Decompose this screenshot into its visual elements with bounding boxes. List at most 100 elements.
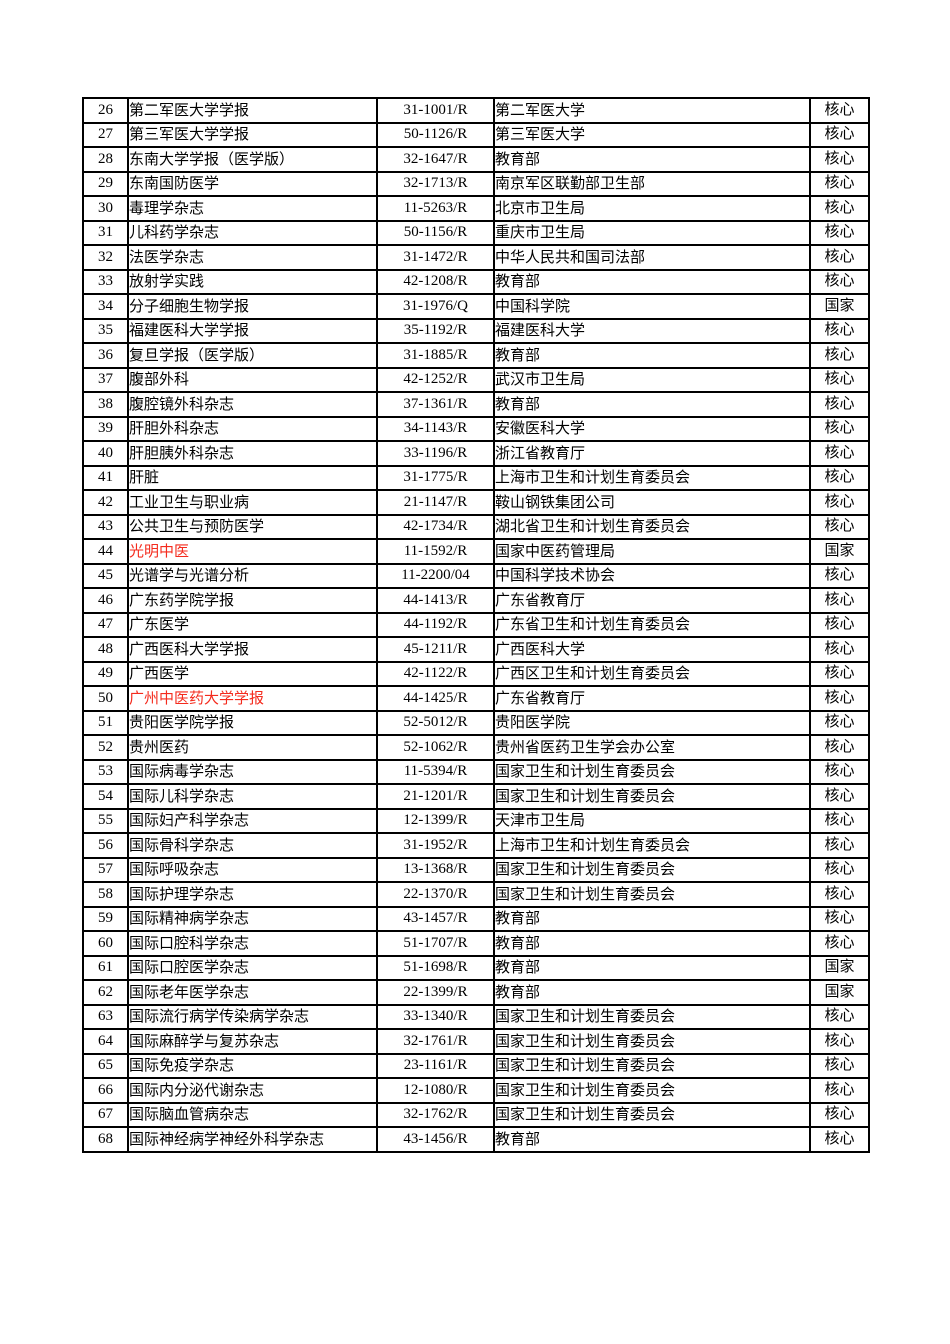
sponsor-cell: 国家中医药管理局 xyxy=(493,538,811,565)
sponsor-cell: 贵阳医学院 xyxy=(493,709,811,736)
journal-name-cell: 国际口腔科学杂志 xyxy=(127,930,378,957)
sponsor-cell: 国家卫生和计划生育委员会 xyxy=(493,856,811,883)
table-row: 29 东南国防医学 32-1713/R 南京军区联勤部卫生部 核心 xyxy=(82,170,870,197)
row-number-cell: 59 xyxy=(82,905,129,932)
table-row: 43 公共卫生与预防医学 42-1734/R 湖北省卫生和计划生育委员会 核心 xyxy=(82,513,870,540)
sponsor-cell: 教育部 xyxy=(493,391,811,418)
table-row: 46 广东药学院学报 44-1413/R 广东省教育厅 核心 xyxy=(82,587,870,614)
level-cell: 核心 xyxy=(809,366,870,393)
table-row: 65 国际免疫学杂志 23-1161/R 国家卫生和计划生育委员会 核心 xyxy=(82,1052,870,1079)
cn-code-cell: 32-1647/R xyxy=(376,146,495,173)
row-number-cell: 26 xyxy=(82,97,129,124)
row-number-cell: 45 xyxy=(82,562,129,589)
row-number-cell: 67 xyxy=(82,1101,129,1128)
level-cell: 核心 xyxy=(809,1028,870,1055)
level-cell: 国家 xyxy=(809,954,870,981)
journal-name-cell: 国际骨科学杂志 xyxy=(127,832,378,859)
journal-name-cell: 广西医科大学学报 xyxy=(127,636,378,663)
table-row: 62 国际老年医学杂志 22-1399/R 教育部 国家 xyxy=(82,979,870,1006)
level-cell: 核心 xyxy=(809,734,870,761)
row-number-cell: 58 xyxy=(82,881,129,908)
sponsor-cell: 国家卫生和计划生育委员会 xyxy=(493,1028,811,1055)
level-cell: 核心 xyxy=(809,930,870,957)
level-cell: 核心 xyxy=(809,562,870,589)
level-cell: 核心 xyxy=(809,1003,870,1030)
row-number-cell: 52 xyxy=(82,734,129,761)
table-row: 36 复旦学报（医学版） 31-1885/R 教育部 核心 xyxy=(82,342,870,369)
level-cell: 核心 xyxy=(809,391,870,418)
table-row: 31 儿科药学杂志 50-1156/R 重庆市卫生局 核心 xyxy=(82,219,870,246)
journal-name-cell: 腹腔镜外科杂志 xyxy=(127,391,378,418)
sponsor-cell: 中国科学技术协会 xyxy=(493,562,811,589)
row-number-cell: 34 xyxy=(82,293,129,320)
journal-name-cell: 工业卫生与职业病 xyxy=(127,489,378,516)
journal-name-cell: 国际老年医学杂志 xyxy=(127,979,378,1006)
row-number-cell: 65 xyxy=(82,1052,129,1079)
table-row: 45 光谱学与光谱分析 11-2200/04 中国科学技术协会 核心 xyxy=(82,562,870,589)
journal-name-cell: 国际儿科学杂志 xyxy=(127,783,378,810)
table-row: 41 肝脏 31-1775/R 上海市卫生和计划生育委员会 核心 xyxy=(82,464,870,491)
row-number-cell: 55 xyxy=(82,807,129,834)
journal-name-cell: 国际流行病学传染病学杂志 xyxy=(127,1003,378,1030)
row-number-cell: 60 xyxy=(82,930,129,957)
journal-name-cell: 广东药学院学报 xyxy=(127,587,378,614)
table-row: 40 肝胆胰外科杂志 33-1196/R 浙江省教育厅 核心 xyxy=(82,440,870,467)
sponsor-cell: 国家卫生和计划生育委员会 xyxy=(493,1101,811,1128)
level-cell: 核心 xyxy=(809,195,870,222)
journal-name-cell: 国际呼吸杂志 xyxy=(127,856,378,883)
row-number-cell: 35 xyxy=(82,317,129,344)
level-cell: 核心 xyxy=(809,1077,870,1104)
cn-code-cell: 11-5394/R xyxy=(376,758,495,785)
sponsor-cell: 教育部 xyxy=(493,146,811,173)
row-number-cell: 41 xyxy=(82,464,129,491)
row-number-cell: 49 xyxy=(82,660,129,687)
row-number-cell: 28 xyxy=(82,146,129,173)
cn-code-cell: 50-1126/R xyxy=(376,121,495,148)
level-cell: 核心 xyxy=(809,1126,870,1153)
cn-code-cell: 43-1457/R xyxy=(376,905,495,932)
journal-name-cell: 光明中医 xyxy=(127,538,378,565)
journal-name-cell: 肝胆外科杂志 xyxy=(127,415,378,442)
row-number-cell: 37 xyxy=(82,366,129,393)
journal-name-cell: 第二军医大学学报 xyxy=(127,97,378,124)
sponsor-cell: 天津市卫生局 xyxy=(493,807,811,834)
sponsor-cell: 第三军医大学 xyxy=(493,121,811,148)
cn-code-cell: 32-1762/R xyxy=(376,1101,495,1128)
table-row: 48 广西医科大学学报 45-1211/R 广西医科大学 核心 xyxy=(82,636,870,663)
journal-name-cell: 福建医科大学学报 xyxy=(127,317,378,344)
journal-table-body: 26 第二军医大学学报 31-1001/R 第二军医大学 核心 27 第三军医大… xyxy=(82,97,870,1153)
cn-code-cell: 22-1399/R xyxy=(376,979,495,1006)
table-row: 53 国际病毒学杂志 11-5394/R 国家卫生和计划生育委员会 核心 xyxy=(82,758,870,785)
row-number-cell: 32 xyxy=(82,244,129,271)
row-number-cell: 39 xyxy=(82,415,129,442)
table-row: 34 分子细胞生物学报 31-1976/Q 中国科学院 国家 xyxy=(82,293,870,320)
level-cell: 核心 xyxy=(809,97,870,124)
level-cell: 核心 xyxy=(809,121,870,148)
cn-code-cell: 44-1192/R xyxy=(376,611,495,638)
level-cell: 核心 xyxy=(809,709,870,736)
sponsor-cell: 国家卫生和计划生育委员会 xyxy=(493,881,811,908)
sponsor-cell: 中华人民共和国司法部 xyxy=(493,244,811,271)
table-row: 58 国际护理学杂志 22-1370/R 国家卫生和计划生育委员会 核心 xyxy=(82,881,870,908)
journal-name-cell: 广西医学 xyxy=(127,660,378,687)
level-cell: 核心 xyxy=(809,807,870,834)
sponsor-cell: 广西医科大学 xyxy=(493,636,811,663)
cn-code-cell: 35-1192/R xyxy=(376,317,495,344)
row-number-cell: 66 xyxy=(82,1077,129,1104)
table-row: 44 光明中医 11-1592/R 国家中医药管理局 国家 xyxy=(82,538,870,565)
cn-code-cell: 51-1707/R xyxy=(376,930,495,957)
cn-code-cell: 34-1143/R xyxy=(376,415,495,442)
table-row: 52 贵州医药 52-1062/R 贵州省医药卫生学会办公室 核心 xyxy=(82,734,870,761)
sponsor-cell: 鞍山钢铁集团公司 xyxy=(493,489,811,516)
level-cell: 核心 xyxy=(809,1101,870,1128)
table-row: 54 国际儿科学杂志 21-1201/R 国家卫生和计划生育委员会 核心 xyxy=(82,783,870,810)
table-row: 28 东南大学学报（医学版） 32-1647/R 教育部 核心 xyxy=(82,146,870,173)
table-row: 63 国际流行病学传染病学杂志 33-1340/R 国家卫生和计划生育委员会 核… xyxy=(82,1003,870,1030)
sponsor-cell: 南京军区联勤部卫生部 xyxy=(493,170,811,197)
cn-code-cell: 31-1472/R xyxy=(376,244,495,271)
level-cell: 核心 xyxy=(809,268,870,295)
table-row: 60 国际口腔科学杂志 51-1707/R 教育部 核心 xyxy=(82,930,870,957)
journal-name-cell: 肝胆胰外科杂志 xyxy=(127,440,378,467)
table-row: 49 广西医学 42-1122/R 广西区卫生和计划生育委员会 核心 xyxy=(82,660,870,687)
